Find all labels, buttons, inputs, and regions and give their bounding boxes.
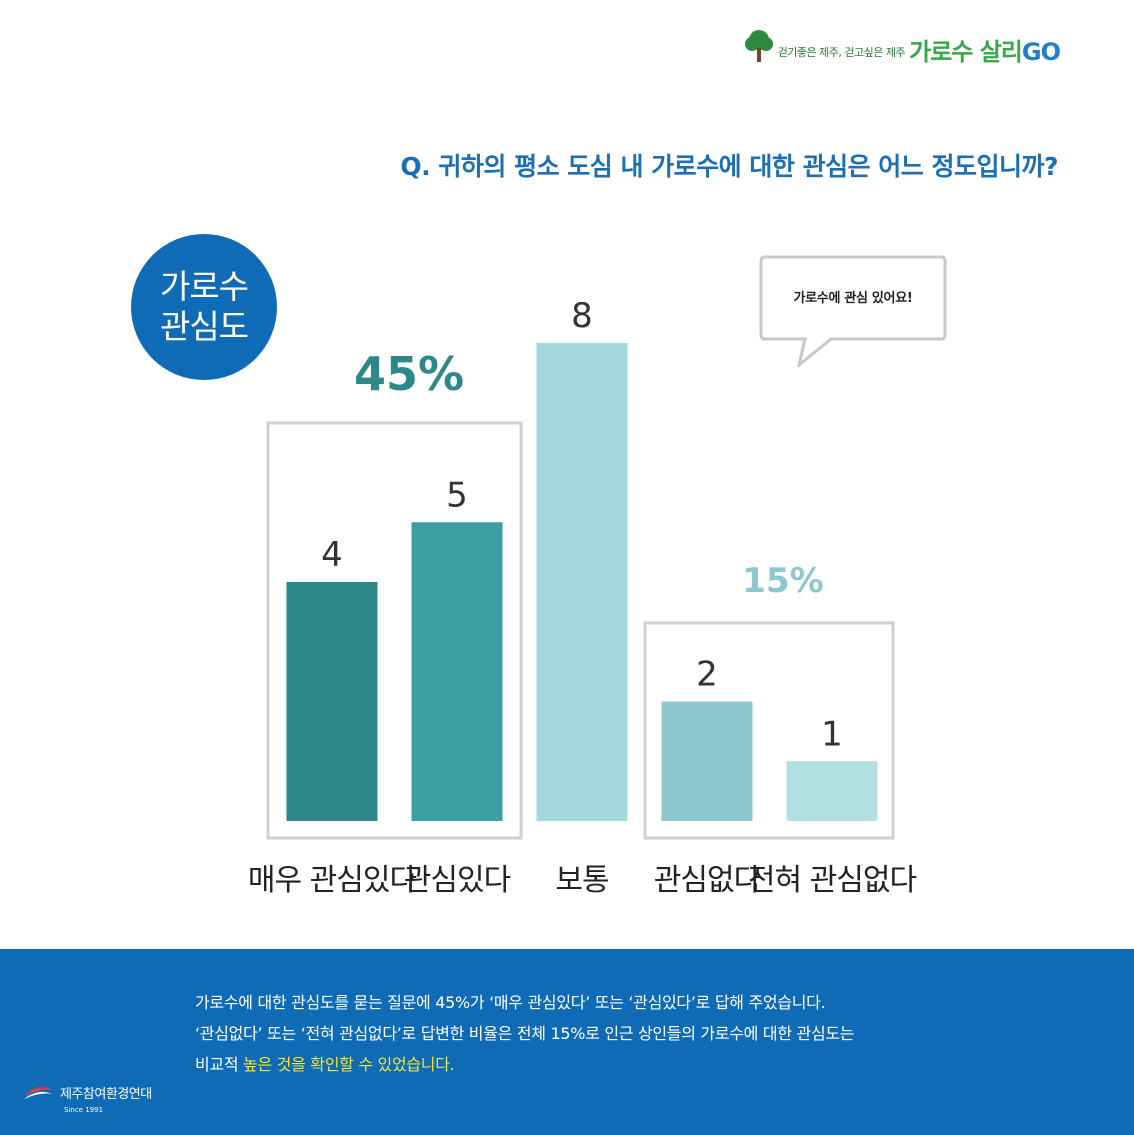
topic-badge-line2: 관심도 — [159, 307, 249, 346]
footer-line-3: 비교적 높은 것을 확인할 수 있었습니다. — [195, 1049, 1095, 1080]
footer-line-1: 가로수에 대한 관심도를 묻는 질문에 45%가 ‘매우 관심있다’ 또는 ‘관… — [195, 993, 826, 1012]
bar-value-label: 8 — [571, 296, 593, 336]
bar — [411, 522, 503, 821]
tree-icon — [744, 30, 773, 62]
category-label: 보통 — [555, 863, 608, 898]
category-label: 관심있다 — [404, 863, 511, 898]
bar-chart: 45% 15% 4 매우 관심있다 5 관심있다 8 보통 2 관심없다 1 전혀 관심없다 — [248, 296, 918, 898]
brand-name-main: 가로수 살리 — [909, 38, 1023, 66]
footer-highlight: 높은 것을 확인할 수 있었습니다. — [243, 1055, 455, 1074]
footer-line-2: ‘관심없다’ 또는 ‘전혀 관심없다’로 답변한 비율은 전체 15%로 인근 … — [195, 1024, 855, 1043]
footer-summary: 가로수에 대한 관심도를 묻는 질문에 45%가 ‘매우 관심있다’ 또는 ‘관… — [195, 987, 1095, 1080]
org-logo-icon — [24, 1087, 52, 1099]
group-percent-label: 15% — [742, 561, 823, 601]
footer-panel: 가로수에 대한 관심도를 묻는 질문에 45%가 ‘매우 관심있다’ 또는 ‘관… — [0, 949, 1134, 1135]
footer-line-3-plain: 비교적 — [195, 1055, 244, 1074]
bar — [786, 761, 878, 821]
bar-value-label: 5 — [446, 475, 468, 515]
bar — [286, 582, 378, 821]
topic-badge: 가로수 관심도 — [131, 234, 277, 380]
org-logo: 제주참여환경연대 — [22, 1082, 152, 1102]
brand-name: 가로수 살리GO — [909, 38, 1061, 66]
brand-name-go: GO — [1021, 38, 1061, 66]
category-label: 관심없다 — [654, 863, 761, 898]
topic-badge-line1: 가로수 — [159, 267, 249, 307]
group-box-2 — [643, 621, 895, 840]
category-label: 전혀 관심없다 — [748, 863, 917, 898]
bar — [536, 343, 628, 821]
bar — [661, 701, 753, 821]
brand-logo: 걷기좋은 제주, 걷고싶은 제주 가로수 살리GO — [744, 20, 1061, 66]
org-name: 제주참여환경연대 — [60, 1086, 152, 1102]
speech-bubble — [759, 255, 947, 367]
bar-value-label: 1 — [821, 714, 843, 754]
speech-bubble-text: 가로수에 관심 있어요! — [793, 291, 913, 306]
question-title: Q. 귀하의 평소 도심 내 가로수에 대한 관심은 어느 정도입니까? — [400, 152, 1058, 181]
category-label: 매우 관심있다 — [248, 863, 417, 898]
org-since: Since 1991 — [64, 1106, 104, 1114]
group-box-1 — [266, 421, 523, 840]
bar-value-label: 4 — [321, 535, 343, 575]
group-percent-label: 45% — [354, 347, 464, 401]
bar-value-label: 2 — [696, 655, 718, 695]
brand-tagline: 걷기좋은 제주, 걷고싶은 제주 — [777, 46, 906, 59]
